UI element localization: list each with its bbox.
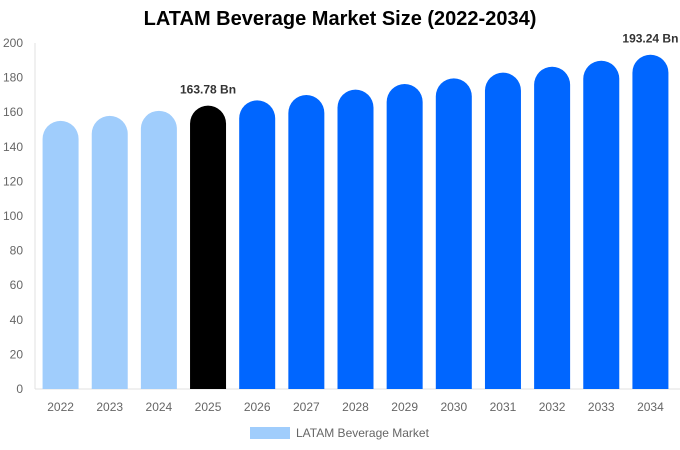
y-tick-label: 20 — [10, 347, 24, 361]
bar-2024[interactable] — [140, 110, 177, 390]
bar-2031[interactable] — [484, 72, 521, 389]
x-tick-label: 2028 — [342, 400, 369, 414]
bar-2027[interactable] — [288, 95, 325, 390]
y-tick-label: 100 — [3, 209, 23, 223]
y-tick-label: 200 — [3, 36, 23, 50]
legend[interactable]: LATAM Beverage Market — [250, 426, 429, 440]
legend-swatch — [250, 427, 290, 439]
y-tick-label: 80 — [10, 244, 24, 258]
x-tick-label: 2027 — [293, 400, 320, 414]
x-tick-label: 2022 — [47, 400, 74, 414]
bar-2025[interactable] — [190, 105, 227, 390]
bar-2032[interactable] — [534, 66, 571, 390]
y-tick-label: 40 — [10, 313, 24, 327]
bar-2029[interactable] — [386, 84, 423, 390]
y-tick-label: 180 — [3, 71, 23, 85]
bar-2030[interactable] — [435, 78, 472, 389]
chart-title: LATAM Beverage Market Size (2022-2034) — [143, 8, 537, 30]
bar-2026[interactable] — [239, 100, 276, 389]
x-tick-label: 2030 — [440, 400, 467, 414]
x-tick-label: 2026 — [244, 400, 271, 414]
x-tick-label: 2031 — [490, 400, 517, 414]
bar-2028[interactable] — [337, 89, 374, 389]
bar-2034[interactable] — [632, 54, 669, 390]
x-tick-label: 2024 — [146, 400, 173, 414]
x-tick-label: 2023 — [96, 400, 123, 414]
data-label: 163.78 Bn — [180, 83, 236, 97]
y-tick-label: 0 — [16, 382, 23, 396]
legend-label: LATAM Beverage Market — [296, 426, 429, 440]
y-tick-label: 160 — [3, 105, 23, 119]
x-tick-label: 2029 — [391, 400, 418, 414]
bar-2023[interactable] — [91, 115, 128, 390]
x-tick-label: 2033 — [588, 400, 615, 414]
data-label: 193.24 Bn — [622, 32, 678, 46]
x-tick-label: 2032 — [539, 400, 566, 414]
x-tick-label: 2025 — [195, 400, 222, 414]
bar-2033[interactable] — [583, 60, 620, 390]
x-tick-label: 2034 — [637, 400, 664, 414]
y-tick-label: 120 — [3, 174, 23, 188]
y-tick-label: 60 — [10, 278, 24, 292]
bar-2022[interactable] — [42, 120, 79, 389]
y-tick-label: 140 — [3, 140, 23, 154]
